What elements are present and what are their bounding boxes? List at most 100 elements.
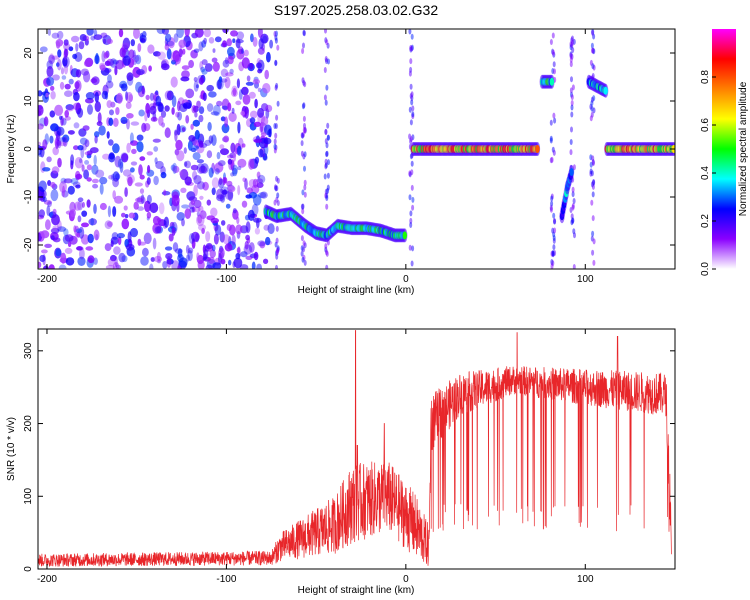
noise-cell <box>240 251 248 258</box>
streak-cell <box>273 138 277 145</box>
noise-cell <box>52 74 60 81</box>
noise-cell <box>218 247 225 259</box>
noise-cell <box>137 43 142 53</box>
noise-cell <box>198 165 207 174</box>
noise-cell <box>38 180 47 192</box>
noise-cell <box>65 257 75 266</box>
noise-cell <box>85 246 94 251</box>
noise-cell <box>123 205 128 211</box>
noise-cell <box>75 228 83 234</box>
noise-cell <box>133 29 140 39</box>
noise-cell <box>139 156 146 161</box>
noise-cell <box>246 187 253 194</box>
snr-series-line <box>38 330 672 567</box>
colorbar-gradient <box>712 29 736 269</box>
noise-cell <box>153 146 159 152</box>
noise-cell <box>262 35 268 44</box>
noise-cell <box>224 116 229 128</box>
noise-cell <box>183 147 187 154</box>
streak-cell <box>571 191 575 198</box>
noise-cell <box>221 123 230 134</box>
noise-cell <box>236 31 245 40</box>
noise-cell <box>191 206 196 213</box>
noise-cell <box>263 137 272 145</box>
noise-cell <box>99 183 104 195</box>
noise-cell <box>87 233 94 244</box>
noise-cell <box>248 91 256 99</box>
noise-cell <box>211 187 216 196</box>
noise-cell <box>196 252 200 261</box>
noise-cell <box>90 217 94 226</box>
noise-cell <box>86 164 92 171</box>
noise-cell <box>73 122 80 129</box>
noise-cell <box>150 257 155 262</box>
noise-cell <box>135 54 142 65</box>
noise-cell <box>147 44 155 54</box>
noise-cell <box>198 114 204 123</box>
streak-cell <box>411 196 415 203</box>
streak-cell <box>325 195 329 201</box>
noise-cell <box>192 119 200 127</box>
noise-cell <box>153 255 163 263</box>
noise-cell <box>192 145 200 150</box>
noise-cell <box>206 150 213 159</box>
noise-cell <box>82 125 90 131</box>
streak-cell <box>589 115 593 122</box>
noise-cell <box>57 226 67 232</box>
noise-cell <box>201 40 207 48</box>
noise-cell <box>114 195 124 204</box>
noise-cell <box>118 252 126 263</box>
noise-cell <box>38 261 42 268</box>
noise-cell <box>254 156 260 164</box>
noise-cell <box>113 246 121 255</box>
y-tick-label: 10 <box>23 95 34 107</box>
noise-cell <box>247 209 255 221</box>
noise-cell <box>185 244 190 254</box>
noise-cell <box>243 49 249 57</box>
noise-cell <box>233 257 243 269</box>
noise-cell <box>107 205 111 218</box>
noise-cell <box>98 125 106 136</box>
streak-cell <box>551 49 555 56</box>
noise-cell <box>142 247 149 257</box>
streak-cell <box>549 204 553 211</box>
noise-cell <box>108 174 114 180</box>
noise-cell <box>79 158 83 164</box>
noise-cell <box>112 262 120 269</box>
noise-cell <box>152 237 157 250</box>
noise-cell <box>59 137 66 142</box>
noise-cell <box>153 51 161 57</box>
noise-cell <box>112 190 116 200</box>
noise-cell <box>164 246 173 251</box>
noise-cell <box>258 38 264 49</box>
noise-cell <box>146 211 152 219</box>
noise-cell <box>136 69 145 75</box>
noise-cell <box>112 206 117 217</box>
noise-cell <box>202 181 209 191</box>
noise-cell <box>172 165 180 173</box>
noise-cell <box>178 48 183 58</box>
streak-cell <box>303 179 307 186</box>
streak-cell <box>549 135 553 142</box>
noise-cell <box>84 139 90 148</box>
noise-cell <box>222 40 227 48</box>
noise-cell <box>228 112 237 122</box>
noise-cell <box>168 233 174 242</box>
noise-cell <box>244 240 249 250</box>
noise-cell <box>193 80 199 92</box>
streak-cell <box>550 259 554 265</box>
noise-cell <box>122 55 131 66</box>
noise-cell <box>192 152 201 161</box>
noise-cell <box>88 218 97 226</box>
noise-cell <box>188 233 195 244</box>
noise-cell <box>136 134 144 141</box>
noise-cell <box>218 177 223 185</box>
noise-cell <box>194 129 200 140</box>
streak-cell <box>326 172 330 179</box>
noise-cell <box>220 148 229 156</box>
noise-cell <box>57 157 62 168</box>
streak-cell <box>408 171 412 178</box>
noise-cell <box>196 163 206 175</box>
noise-cell <box>41 190 47 199</box>
noise-cell <box>107 221 113 228</box>
